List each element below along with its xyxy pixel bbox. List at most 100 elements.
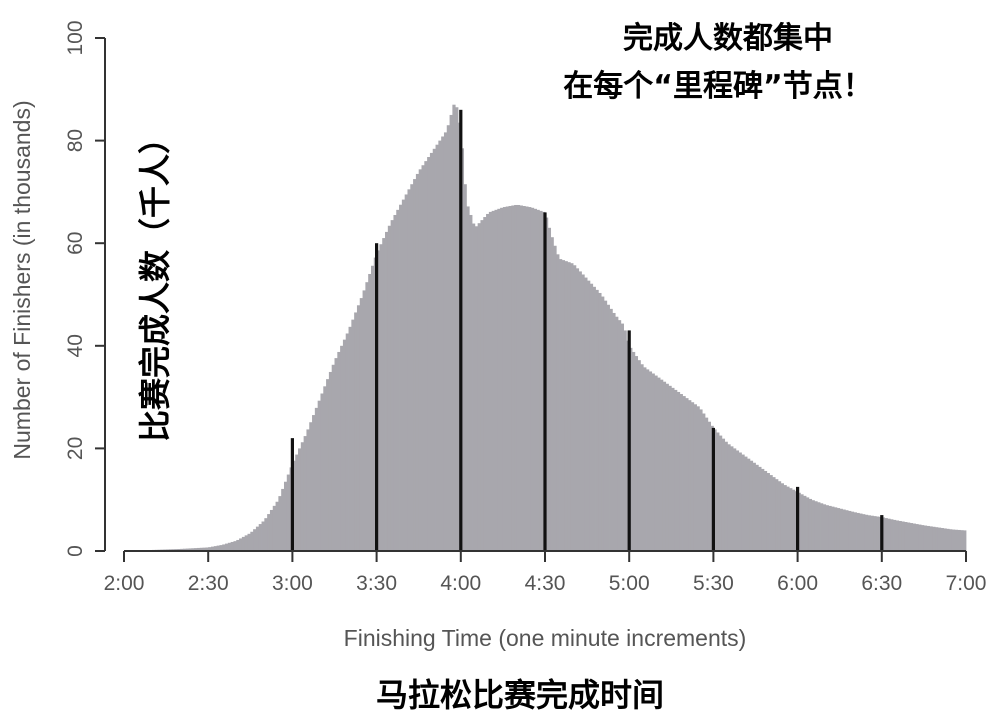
histogram-bar xyxy=(283,481,288,551)
histogram-bar xyxy=(225,543,229,551)
histogram-bar xyxy=(935,527,939,551)
histogram-bar xyxy=(356,305,361,551)
histogram-bar xyxy=(486,213,490,552)
histogram-bar xyxy=(811,500,815,551)
histogram-bar xyxy=(957,529,961,551)
histogram-bar xyxy=(208,547,212,551)
histogram-bar xyxy=(528,207,532,551)
histogram-bar xyxy=(227,542,232,551)
histogram-bar xyxy=(707,421,711,551)
histogram-bar xyxy=(567,262,571,551)
histogram-bar xyxy=(483,217,487,552)
histogram-bar xyxy=(932,526,936,551)
histogram-bar xyxy=(853,512,857,551)
histogram-bar xyxy=(410,184,414,551)
histogram-bar xyxy=(831,506,835,551)
histogram-bar xyxy=(601,296,605,551)
milestone-bar-500 xyxy=(627,330,631,551)
histogram-bar xyxy=(345,333,349,551)
histogram-bar xyxy=(438,140,442,551)
histogram-bar xyxy=(241,536,246,551)
histogram-bar xyxy=(856,512,860,551)
histogram-bar xyxy=(648,371,653,551)
histogram-bar xyxy=(502,207,507,551)
histogram-bar xyxy=(702,413,706,551)
histogram-bar xyxy=(463,184,467,551)
histogram-bar xyxy=(783,485,787,551)
histogram-bar xyxy=(735,450,740,551)
histogram-bar xyxy=(724,441,728,551)
x-tick-label: 2:30 xyxy=(188,572,229,595)
histogram-bar xyxy=(929,526,933,551)
histogram-bar xyxy=(848,510,852,551)
histogram-bar xyxy=(427,157,431,552)
histogram-bar xyxy=(300,442,305,551)
x-tick-label: 3:00 xyxy=(272,572,313,595)
histogram-bar xyxy=(926,525,930,551)
y-tick-label: 40 xyxy=(64,334,87,357)
histogram-bar xyxy=(298,448,302,551)
histogram-bar xyxy=(870,515,874,551)
histogram-bar xyxy=(696,406,700,551)
histogram-bar xyxy=(239,538,243,551)
milestone-bar-430 xyxy=(543,212,547,552)
histogram-bar xyxy=(609,308,613,551)
histogram-bar xyxy=(646,369,650,551)
histogram-bar xyxy=(278,496,282,551)
histogram-bar xyxy=(575,268,580,551)
milestone-bar-600 xyxy=(796,486,800,551)
x-tick-label: 5:00 xyxy=(609,572,650,595)
histogram-bar xyxy=(780,483,784,551)
histogram-bar xyxy=(791,489,796,551)
histogram-bar xyxy=(623,330,627,551)
histogram-bar xyxy=(185,548,189,551)
histogram-bar xyxy=(390,220,394,552)
histogram-bar xyxy=(530,207,535,552)
histogram-bar xyxy=(665,383,669,551)
histogram-bar xyxy=(727,444,731,551)
histogram-bar xyxy=(772,477,776,551)
histogram-bar xyxy=(399,204,403,551)
histogram-bar xyxy=(643,367,647,551)
histogram-bar xyxy=(379,244,383,551)
histogram-bar xyxy=(960,530,964,551)
histogram-bar xyxy=(660,379,664,551)
histogram-bar xyxy=(354,312,358,551)
histogram-bar xyxy=(898,520,902,551)
histogram-bar xyxy=(570,263,574,551)
histogram-bar xyxy=(202,547,206,551)
histogram-bar xyxy=(595,289,599,551)
histogram-bar xyxy=(401,199,406,551)
x-tick-label: 5:30 xyxy=(693,572,734,595)
histogram-bar xyxy=(946,528,950,551)
histogram-bar xyxy=(382,238,386,551)
histogram-bar xyxy=(547,227,552,551)
histogram-bar xyxy=(281,488,285,551)
y-tick-label: 20 xyxy=(64,437,87,460)
milestone-bar-530 xyxy=(711,427,715,551)
histogram-bar xyxy=(690,402,695,551)
histogram-bar xyxy=(940,528,944,551)
histogram-bar xyxy=(365,282,369,551)
histogram-bar xyxy=(850,511,855,551)
histogram-bar xyxy=(267,514,271,551)
histogram-bar xyxy=(895,520,900,551)
x-tick-label: 7:00 xyxy=(946,572,987,595)
histogram-bar xyxy=(744,456,748,551)
x-tick-label: 6:00 xyxy=(777,572,818,595)
histogram-bar xyxy=(519,205,523,551)
histogram-bar xyxy=(258,524,262,551)
histogram-bar xyxy=(884,518,888,551)
histogram-bar xyxy=(505,206,509,551)
histogram-bar xyxy=(640,364,644,551)
histogram-bar xyxy=(864,514,869,551)
histogram-bar xyxy=(954,529,958,551)
histogram-bar xyxy=(219,545,223,551)
histogram-bar xyxy=(949,529,953,551)
histogram-bar xyxy=(676,391,681,551)
histogram-bar xyxy=(587,280,591,551)
histogram-bar xyxy=(755,464,759,551)
histogram-bar xyxy=(261,521,265,551)
histogram-bar xyxy=(508,206,512,551)
